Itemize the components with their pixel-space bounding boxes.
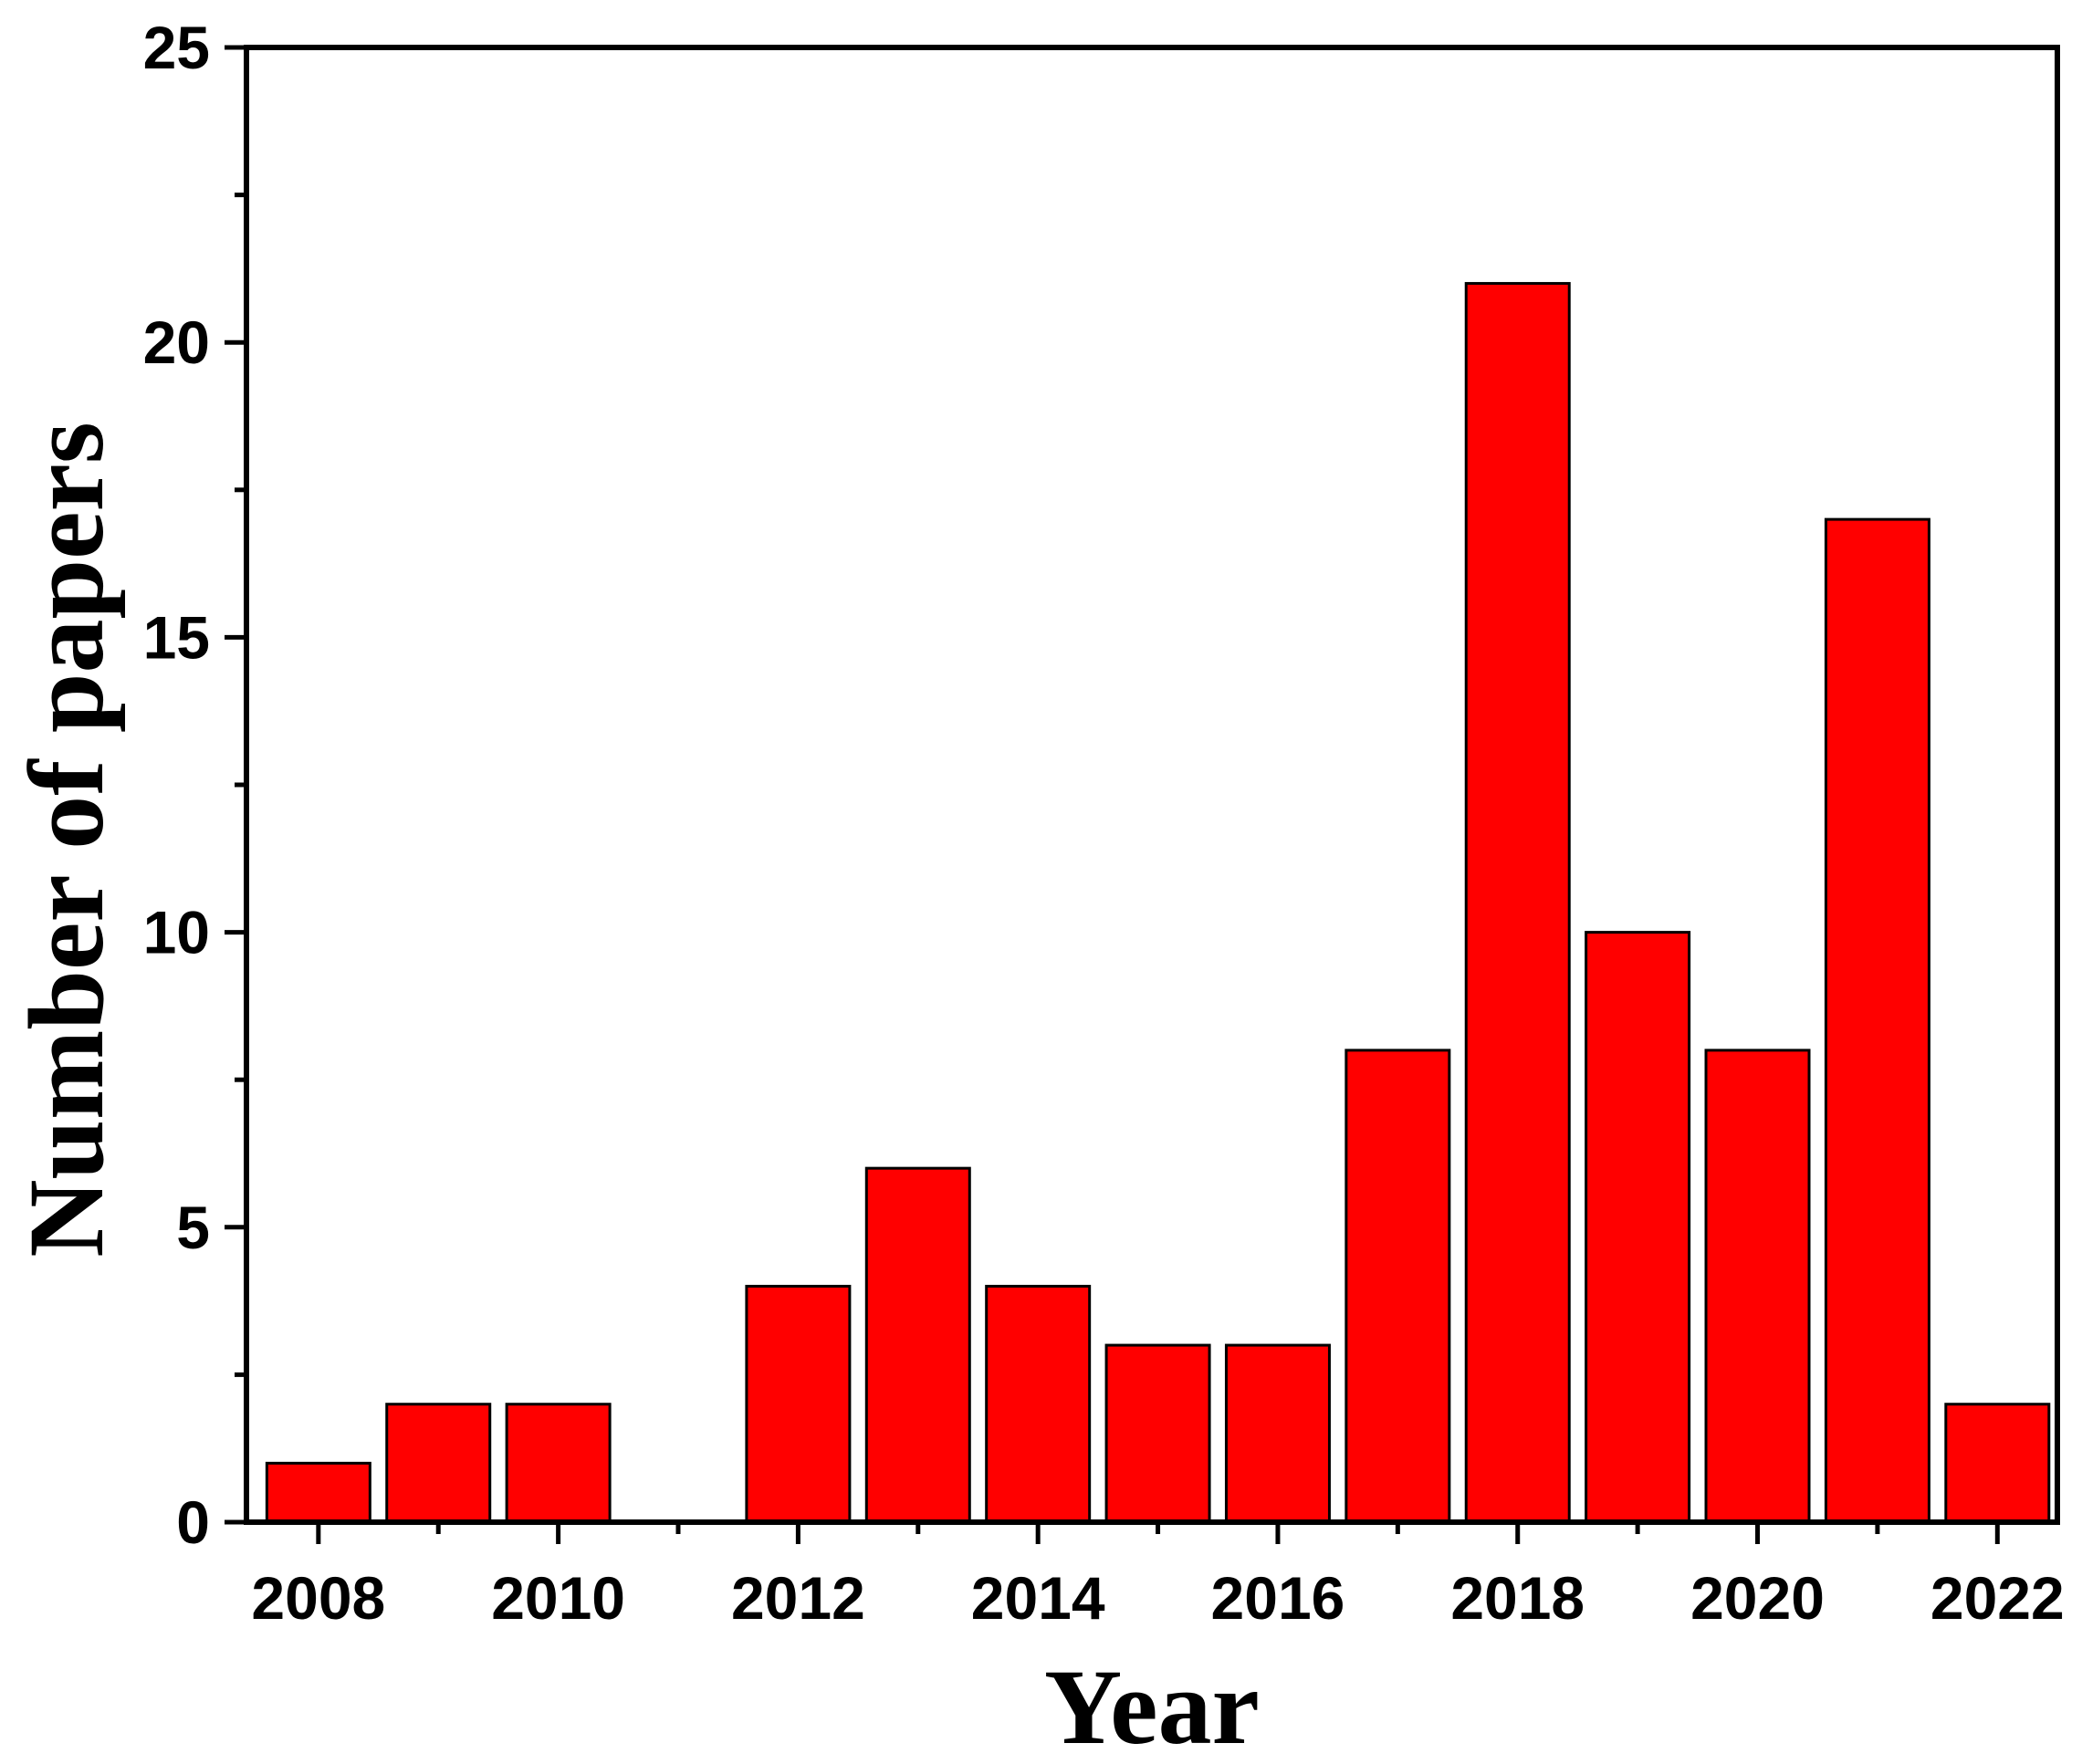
x-tick-label-2014: 2014: [971, 1564, 1105, 1632]
bars-group: [265, 282, 2051, 1524]
y-tick-label-15: 15: [143, 603, 210, 671]
bar-2019: [1585, 931, 1691, 1524]
y-tick-label-0: 0: [176, 1488, 210, 1556]
bar-2017: [1344, 1049, 1451, 1524]
x-tick-label-2010: 2010: [491, 1564, 625, 1632]
y-axis-title: Number of papers: [6, 422, 126, 1258]
bar-2020: [1704, 1049, 1811, 1524]
x-tick-label-2020: 2020: [1690, 1564, 1825, 1632]
bar-2009: [385, 1403, 492, 1524]
x-axis-title: Year: [1044, 1647, 1260, 1764]
y-tick-label-20: 20: [143, 308, 210, 376]
bar-2016: [1224, 1343, 1331, 1524]
y-tick-label-10: 10: [143, 899, 210, 966]
y-tick-label-25: 25: [143, 14, 210, 81]
bar-2013: [864, 1166, 971, 1524]
bar-2015: [1104, 1343, 1211, 1524]
bar-2012: [745, 1284, 852, 1524]
bar-2010: [505, 1403, 612, 1524]
y-tick-label-5: 5: [176, 1194, 210, 1261]
bar-2014: [985, 1284, 1092, 1524]
bar-2021: [1824, 517, 1930, 1524]
x-tick-label-2018: 2018: [1450, 1564, 1585, 1632]
x-tick-label-2016: 2016: [1211, 1564, 1345, 1632]
ticks-group: 2008 2010 2012 2014 2016 2018 2020 2022 0 5 10 15 20…: [143, 14, 2065, 1632]
plot-frame: [244, 45, 2060, 1525]
bar-2022: [1944, 1403, 2051, 1524]
bar-2018: [1464, 282, 1571, 1524]
bar-2008: [265, 1461, 371, 1524]
x-tick-label-2008: 2008: [251, 1564, 385, 1632]
x-tick-label-2022: 2022: [1930, 1564, 2065, 1632]
x-tick-label-2012: 2012: [731, 1564, 865, 1632]
